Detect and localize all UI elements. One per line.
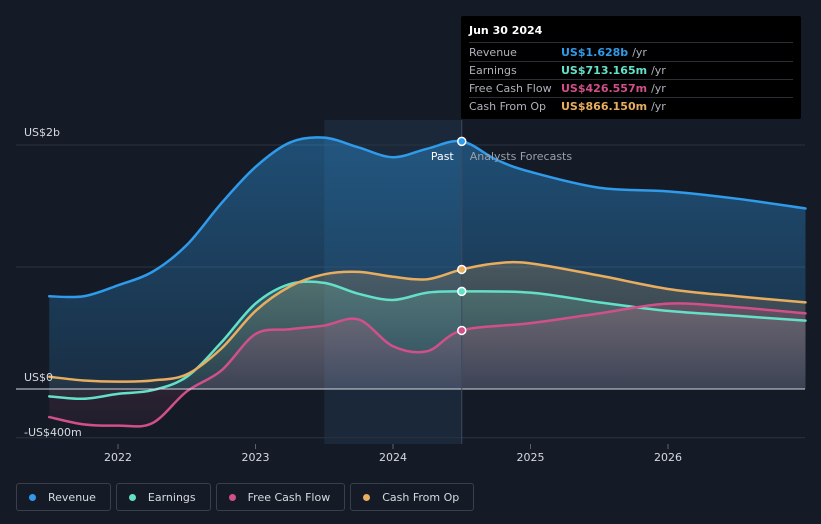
- legend-dot-icon: [363, 493, 371, 501]
- tooltip-row-earnings: Earnings US$713.165m /yr: [469, 62, 793, 80]
- tooltip-value: US$426.557m: [561, 82, 648, 95]
- legend: Revenue Earnings Free Cash Flow Cash Fro…: [16, 483, 475, 511]
- tooltip-label: Earnings: [469, 64, 517, 77]
- legend-label: Cash From Op: [382, 490, 460, 504]
- x-axis-ticks: 2022 2023 2024 2025 2026: [104, 444, 682, 464]
- tooltip-value: US$713.165m: [561, 64, 648, 77]
- earnings-line: [48, 280, 807, 401]
- series-lines: [48, 136, 807, 428]
- cfo-line: [48, 260, 807, 383]
- x-tick-label: 2026: [654, 451, 682, 464]
- x-tick-label: 2024: [379, 451, 407, 464]
- legend-label: Earnings: [147, 490, 196, 504]
- divider-markers: [457, 136, 467, 336]
- legend-label: Free Cash Flow: [247, 490, 331, 504]
- tooltip: Jun 30 2024 Revenue US$1.628b /yr Earnin…: [461, 16, 801, 119]
- fcf-marker: [457, 325, 467, 336]
- earnings-marker: [457, 286, 467, 297]
- past-label: Past: [431, 150, 455, 163]
- legend-label: Revenue: [48, 490, 96, 504]
- x-tick-label: 2025: [517, 451, 545, 464]
- tooltip-value: US$1.628b: [561, 46, 629, 59]
- tooltip-unit: /yr: [632, 46, 647, 59]
- tooltip-row-cfo: Cash From Op US$866.150m /yr: [469, 98, 793, 115]
- tooltip-value: US$866.150m: [561, 100, 648, 113]
- tooltip-row-revenue: Revenue US$1.628b /yr: [469, 44, 793, 62]
- tooltip-label: Revenue: [469, 46, 517, 59]
- legend-dot-icon: [228, 493, 236, 501]
- x-tick-label: 2023: [242, 451, 270, 464]
- legend-item-revenue[interactable]: Revenue: [16, 483, 111, 511]
- cfo-marker: [457, 264, 467, 275]
- legend-dot-icon: [29, 493, 36, 501]
- forecast-label: Analysts Forecasts: [470, 150, 573, 163]
- legend-item-cash-from-op[interactable]: Cash From Op: [350, 483, 475, 511]
- cfo-area: [49, 262, 806, 389]
- tooltip-unit: /yr: [651, 100, 666, 113]
- tooltip-unit: /yr: [651, 64, 666, 77]
- y-label-top: US$2b: [24, 126, 60, 139]
- legend-dot-icon: [128, 493, 136, 501]
- fcf-line: [48, 302, 807, 428]
- revenue-marker: [457, 136, 467, 147]
- legend-item-earnings[interactable]: Earnings: [115, 483, 211, 511]
- y-label-zero: US$0: [24, 371, 53, 384]
- y-label-bottom: -US$400m: [24, 426, 82, 439]
- tooltip-unit: /yr: [651, 82, 666, 95]
- tooltip-label: Cash From Op: [469, 100, 547, 113]
- revenue-line: [48, 136, 807, 299]
- series-areas: [49, 137, 806, 427]
- x-tick-label: 2022: [104, 451, 132, 464]
- tooltip-label: Free Cash Flow: [469, 82, 552, 95]
- legend-item-free-cash-flow[interactable]: Free Cash Flow: [215, 483, 346, 511]
- tooltip-date: Jun 30 2024: [469, 24, 793, 43]
- tooltip-row-fcf: Free Cash Flow US$426.557m /yr: [469, 80, 793, 98]
